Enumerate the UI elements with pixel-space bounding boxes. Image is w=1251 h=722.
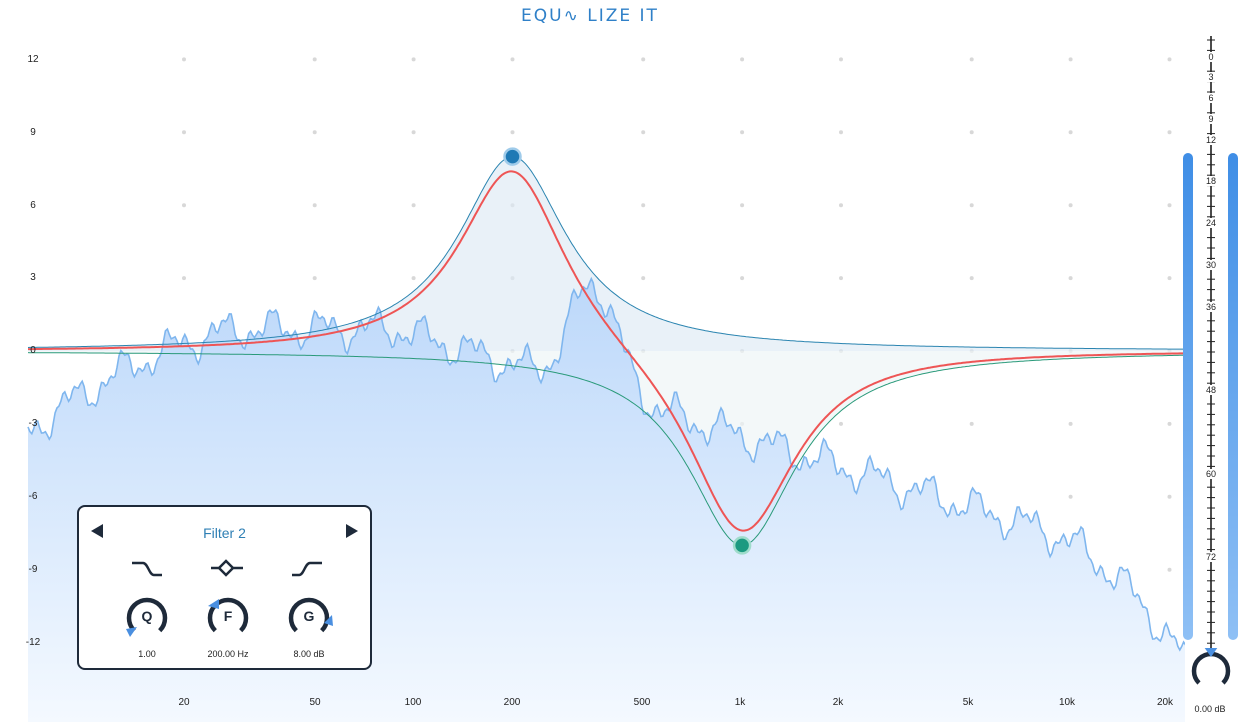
y-tick-label: 0 <box>30 345 36 356</box>
q-knob-label: Q <box>141 608 153 624</box>
meter-label: 6 <box>1199 93 1223 103</box>
x-tick-label: 2k <box>832 697 844 708</box>
meter-label: 72 <box>1199 552 1223 562</box>
x-tick-label: 1k <box>734 697 746 708</box>
band-2-curve <box>27 352 1185 546</box>
band-2-handle[interactable] <box>732 536 752 555</box>
frequency-knob[interactable]: F <box>203 593 253 643</box>
band-1-curve <box>27 156 1185 350</box>
app-title: EQU∿ LIZE IT <box>521 6 659 26</box>
x-tick-label: 10k <box>1058 697 1076 708</box>
x-tick-label: 500 <box>633 697 651 708</box>
meter-label: 12 <box>1199 135 1223 145</box>
meter-label: 9 <box>1199 114 1223 124</box>
filter-title: Filter 2 <box>203 525 246 541</box>
x-tick-label: 50 <box>309 697 321 708</box>
bell-icon[interactable] <box>209 555 245 581</box>
x-tick-label: 5k <box>962 697 974 708</box>
gain-knob[interactable]: G <box>284 593 334 643</box>
output-gain-knob[interactable] <box>1188 647 1234 694</box>
right-level-meter <box>1228 153 1238 640</box>
high-cut-icon[interactable] <box>129 555 165 581</box>
meter-label: 36 <box>1199 302 1223 312</box>
triangle-left-icon[interactable] <box>91 524 103 538</box>
gain-value: 8.00 dB <box>293 649 325 659</box>
y-tick-label: -3 <box>28 418 38 429</box>
eq-response-curve <box>28 170 1185 532</box>
meter-label: 60 <box>1199 469 1223 479</box>
meter-label: 30 <box>1199 260 1223 270</box>
y-tick-label: 12 <box>27 54 39 65</box>
x-tick-label: 200 <box>503 697 521 708</box>
y-tick-label: -9 <box>28 564 38 575</box>
band-1-handle[interactable] <box>503 147 522 166</box>
filter-panel: Filter 2 Q F G 1.00 200.00 Hz 8.00 dB <box>77 505 372 670</box>
meter-label: 0 <box>1199 52 1223 62</box>
y-tick-label: -6 <box>28 491 38 502</box>
meter-label: 48 <box>1199 385 1223 395</box>
q-knob[interactable]: Q <box>122 593 172 643</box>
spectrum-line <box>27 276 1185 652</box>
band-1-area <box>28 156 1185 351</box>
output-gain-value: 0.00 dB <box>1194 704 1226 714</box>
low-cut-icon[interactable] <box>289 555 325 581</box>
x-tick-label: 100 <box>404 697 422 708</box>
y-tick-label: 9 <box>30 127 36 138</box>
frequency-value: 200.00 Hz <box>207 649 249 659</box>
meter-label: 24 <box>1199 218 1223 228</box>
meter-label: 3 <box>1199 72 1223 82</box>
y-tick-label: 3 <box>30 272 36 283</box>
meter-label: 18 <box>1199 176 1223 186</box>
x-tick-label: 20k <box>1156 697 1174 708</box>
gain-knob-label: G <box>303 608 315 624</box>
frequency-knob-label: F <box>223 608 233 624</box>
x-tick-label: 20 <box>178 697 190 708</box>
left-level-meter <box>1183 153 1193 640</box>
y-tick-label: -12 <box>25 637 41 648</box>
y-tick-label: 6 <box>30 200 36 211</box>
q-value: 1.00 <box>138 649 156 659</box>
triangle-right-icon[interactable] <box>346 524 358 538</box>
